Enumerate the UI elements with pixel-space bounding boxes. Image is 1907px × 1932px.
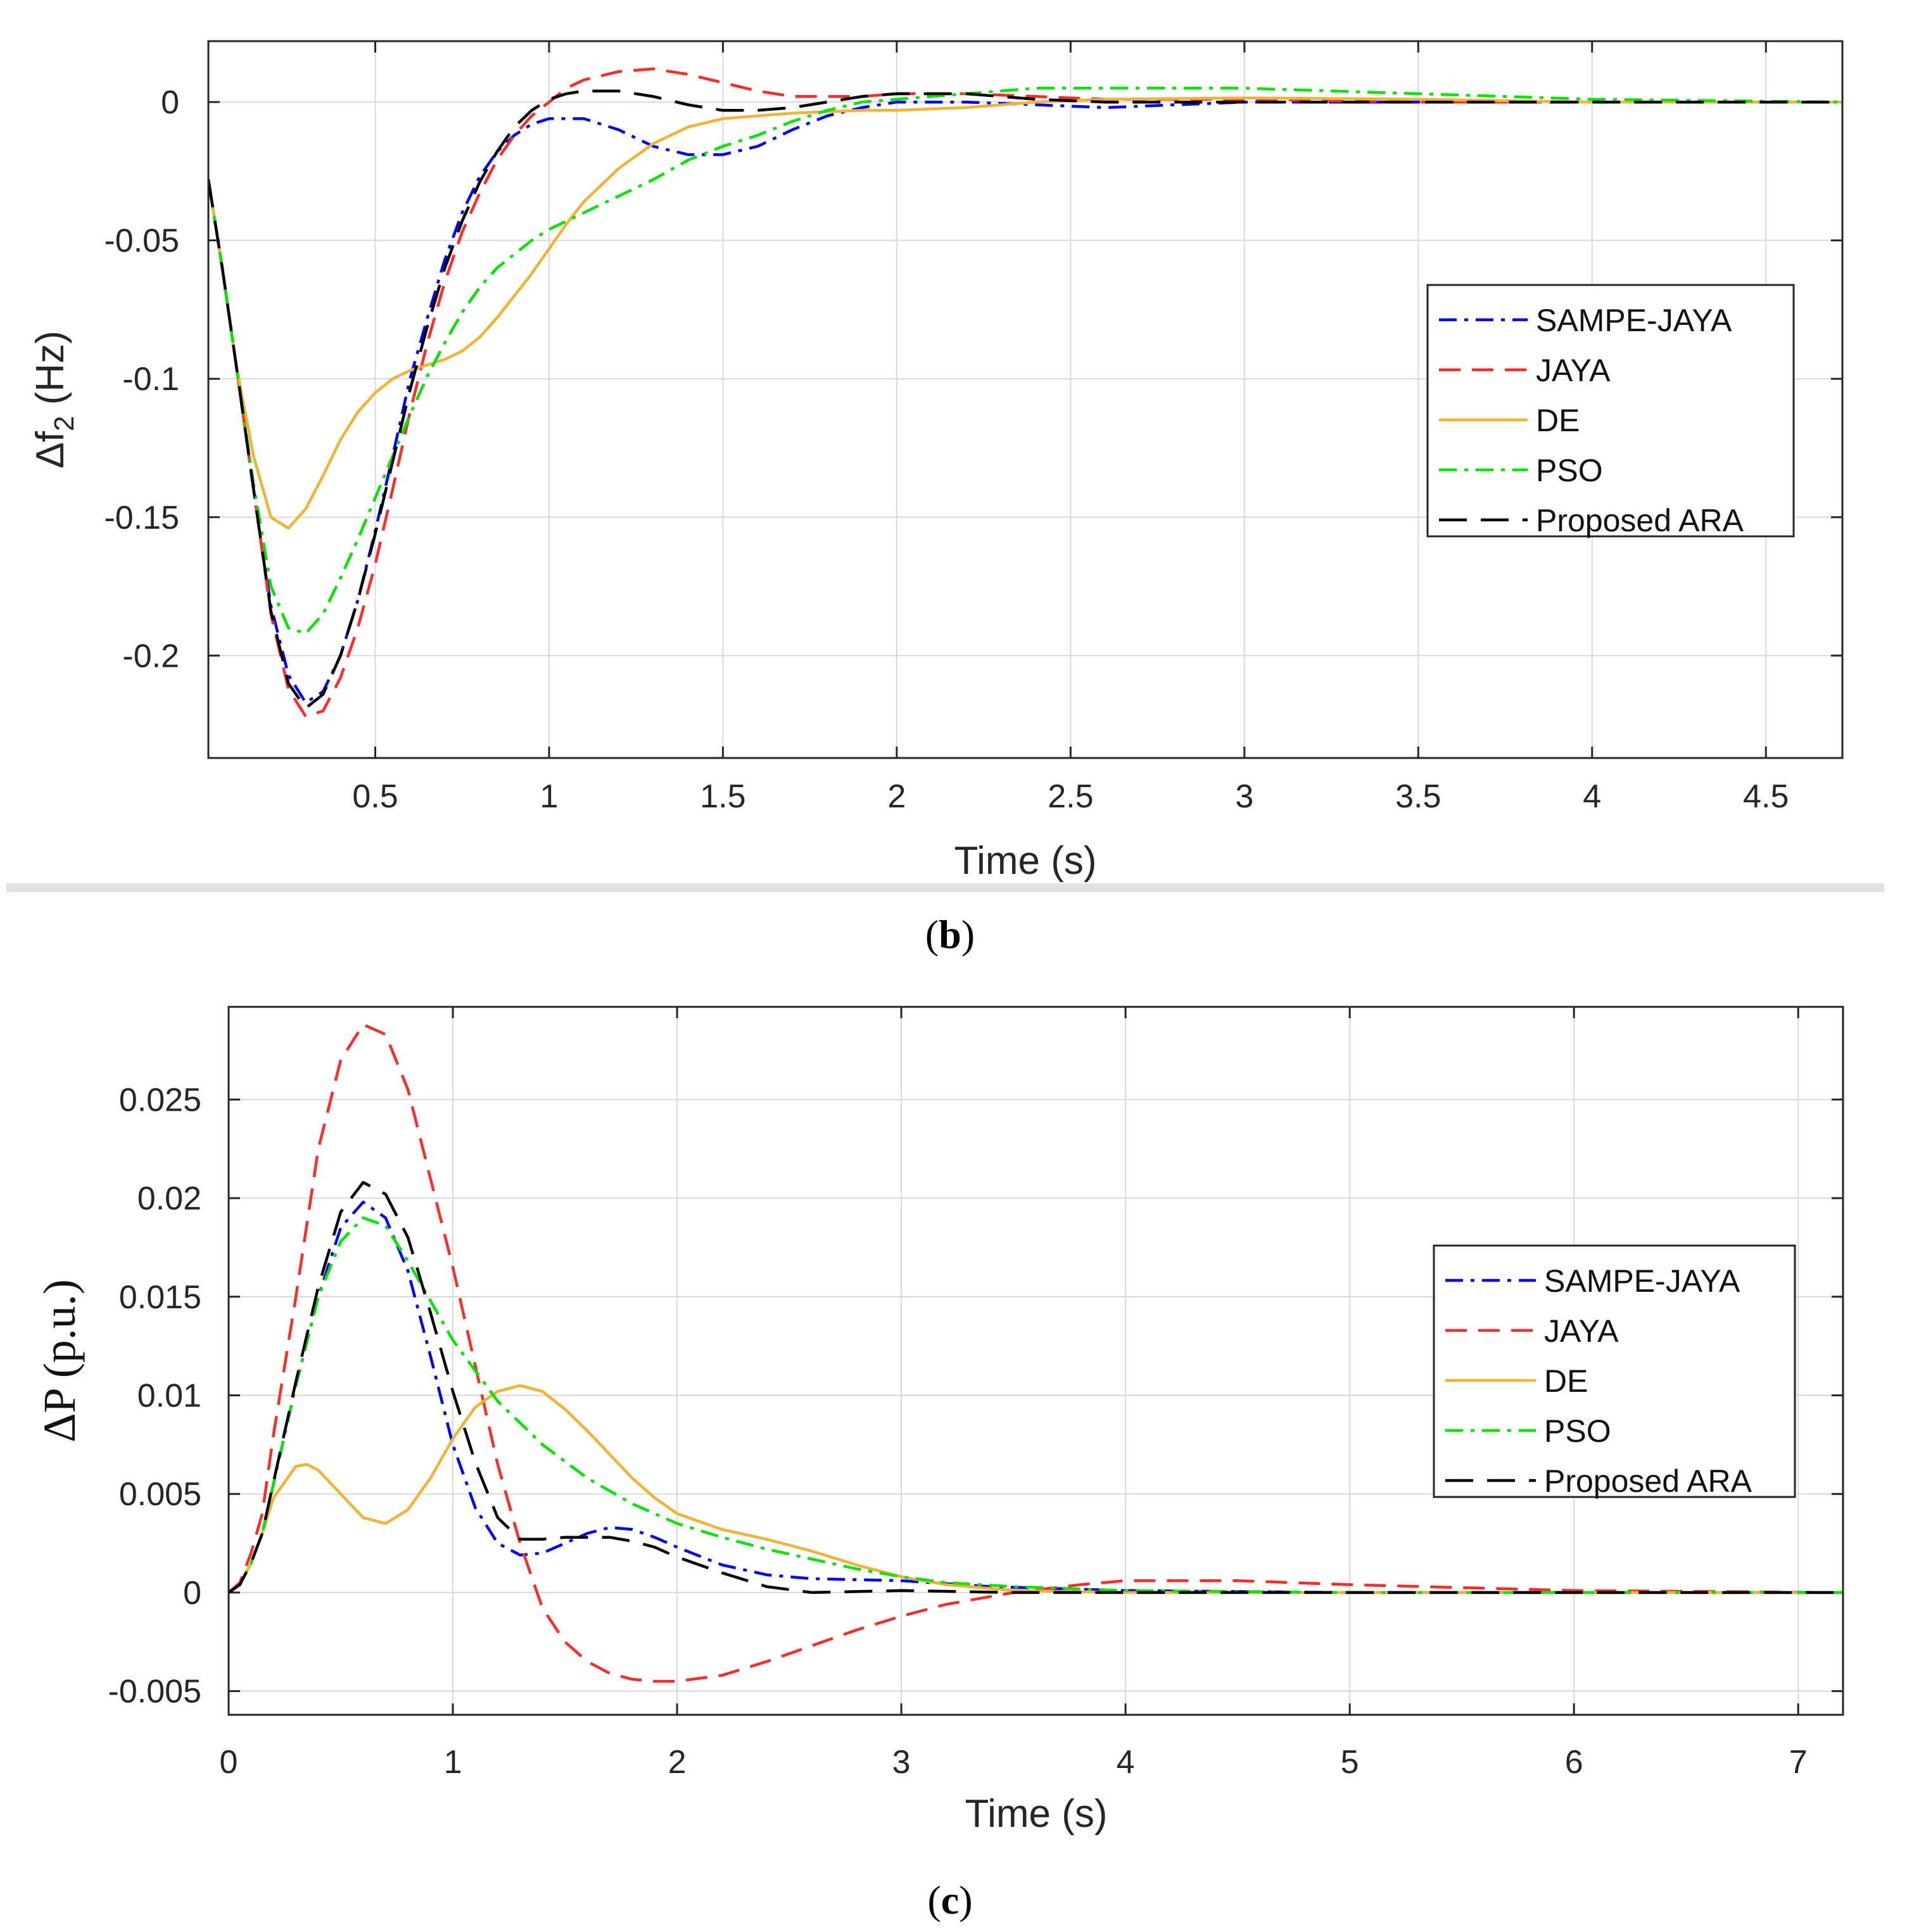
legend-label-proposed-ara: Proposed ARA [1544, 1463, 1752, 1499]
chart-panel-b: 0.5 1 1.5 2 2.5 3 3.5 4 4.5 0-0.05-0.1-0.15-0.2 … [6, 40, 1884, 957]
legend-label-pso: PSO [1536, 453, 1603, 488]
x-tick-label: 1 [540, 778, 558, 815]
x-tick-label: 2 [887, 778, 906, 815]
plot-frame-c [227, 1006, 1844, 1716]
y-tick-labels-b: 0 -0.05 -0.1 -0.15 -0.2 [104, 84, 179, 674]
series-group-b [208, 67, 1842, 718]
x-tick-label: 1.5 [700, 778, 745, 815]
y-tick-label: 0 [183, 1575, 201, 1612]
x-tick-label: 2.5 [1048, 778, 1093, 815]
y-tick-label: -0.005 [108, 1674, 201, 1710]
y-tick-label: -0.2 [122, 638, 179, 674]
x-tick-labels-b: 0.5 1 1.5 2 2.5 3 3.5 4 4.5 [352, 778, 1789, 815]
x-tick-label: 4 [1583, 778, 1601, 815]
y-tick-label: 0 [161, 84, 179, 121]
y-tick-label: 0.005 [119, 1476, 201, 1513]
y-tick-labels-c: 0.025 0.02 0.015 0.01 0.005 0 -0.005 [108, 1082, 201, 1710]
x-tick-label: 7 [1789, 1744, 1808, 1781]
x-tick-label: 3.5 [1395, 778, 1441, 815]
legend-entries-b: SAMPE-JAYA JAYA DE PSO Proposed ARA [1439, 303, 1744, 538]
legend-entries-c: SAMPE-JAYA JAYA DE PSO Proposed ARA [1445, 1263, 1752, 1499]
legend-label-jaya: JAYA [1544, 1313, 1619, 1349]
x-axis-label-c: Time (s) [965, 1792, 1108, 1836]
x-tick-label: 0 [220, 1744, 238, 1781]
series-group-c [229, 1023, 1843, 1683]
legend-label-proposed-ara: Proposed ARA [1536, 503, 1744, 538]
legend-label-de: DE [1536, 403, 1580, 438]
y-axis-label-c: ΔP (p.u.) [34, 1279, 85, 1443]
legend-b: SAMPE-JAYA JAYA DE PSO Proposed ARA [1426, 284, 1795, 538]
series-line-de [229, 1384, 1843, 1594]
y-axis-label-b: Δf2 (Hz) [29, 331, 80, 468]
series-line-jaya [229, 1023, 1843, 1683]
legend-c: SAMPE-JAYA JAYA DE PSO Proposed ARA [1433, 1244, 1796, 1499]
x-tick-labels-c: 0 1 2 3 4 5 6 7 [220, 1744, 1808, 1781]
x-tick-label: 4 [1117, 1744, 1135, 1781]
legend-box-b [1426, 284, 1795, 538]
x-tick-label: 0.5 [352, 778, 398, 815]
series-line-proposed-ara [208, 89, 1842, 710]
x-tick-label: 5 [1341, 1744, 1359, 1781]
y-tick-label: -0.05 [104, 223, 179, 260]
legend-label-de: DE [1544, 1363, 1588, 1399]
x-tick-label: 1 [444, 1744, 462, 1781]
x-tick-label: 3 [892, 1744, 911, 1781]
x-tick-label: 6 [1565, 1744, 1583, 1781]
y-tick-label: -0.15 [104, 500, 179, 536]
x-axis-label-b: Time (s) [954, 839, 1097, 883]
plot-frame-b [207, 40, 1844, 759]
panel-caption-c: (c) [927, 1878, 972, 1923]
legend-label-sampe-jaya: SAMPE-JAYA [1544, 1263, 1740, 1299]
legend-label-jaya: JAYA [1536, 353, 1611, 388]
panel-caption-b: (b) [925, 912, 975, 957]
y-tick-label: 0.025 [119, 1082, 201, 1118]
series-line-pso [208, 87, 1842, 635]
y-tick-label: -0.1 [122, 361, 179, 398]
legend-label-pso: PSO [1544, 1413, 1611, 1449]
y-tick-label: 0.02 [137, 1180, 201, 1217]
legend-label-sampe-jaya: SAMPE-JAYA [1536, 303, 1732, 338]
y-tick-label: 0.015 [119, 1279, 201, 1316]
x-tick-label: 2 [668, 1744, 687, 1781]
x-tick-label: 3 [1235, 778, 1253, 815]
series-line-pso [229, 1216, 1843, 1594]
x-tick-label: 4.5 [1743, 778, 1789, 815]
series-line-de [208, 96, 1842, 530]
legend-box-c [1433, 1244, 1796, 1498]
series-line-proposed-ara [229, 1180, 1843, 1594]
y-tick-label: 0.01 [137, 1377, 201, 1414]
